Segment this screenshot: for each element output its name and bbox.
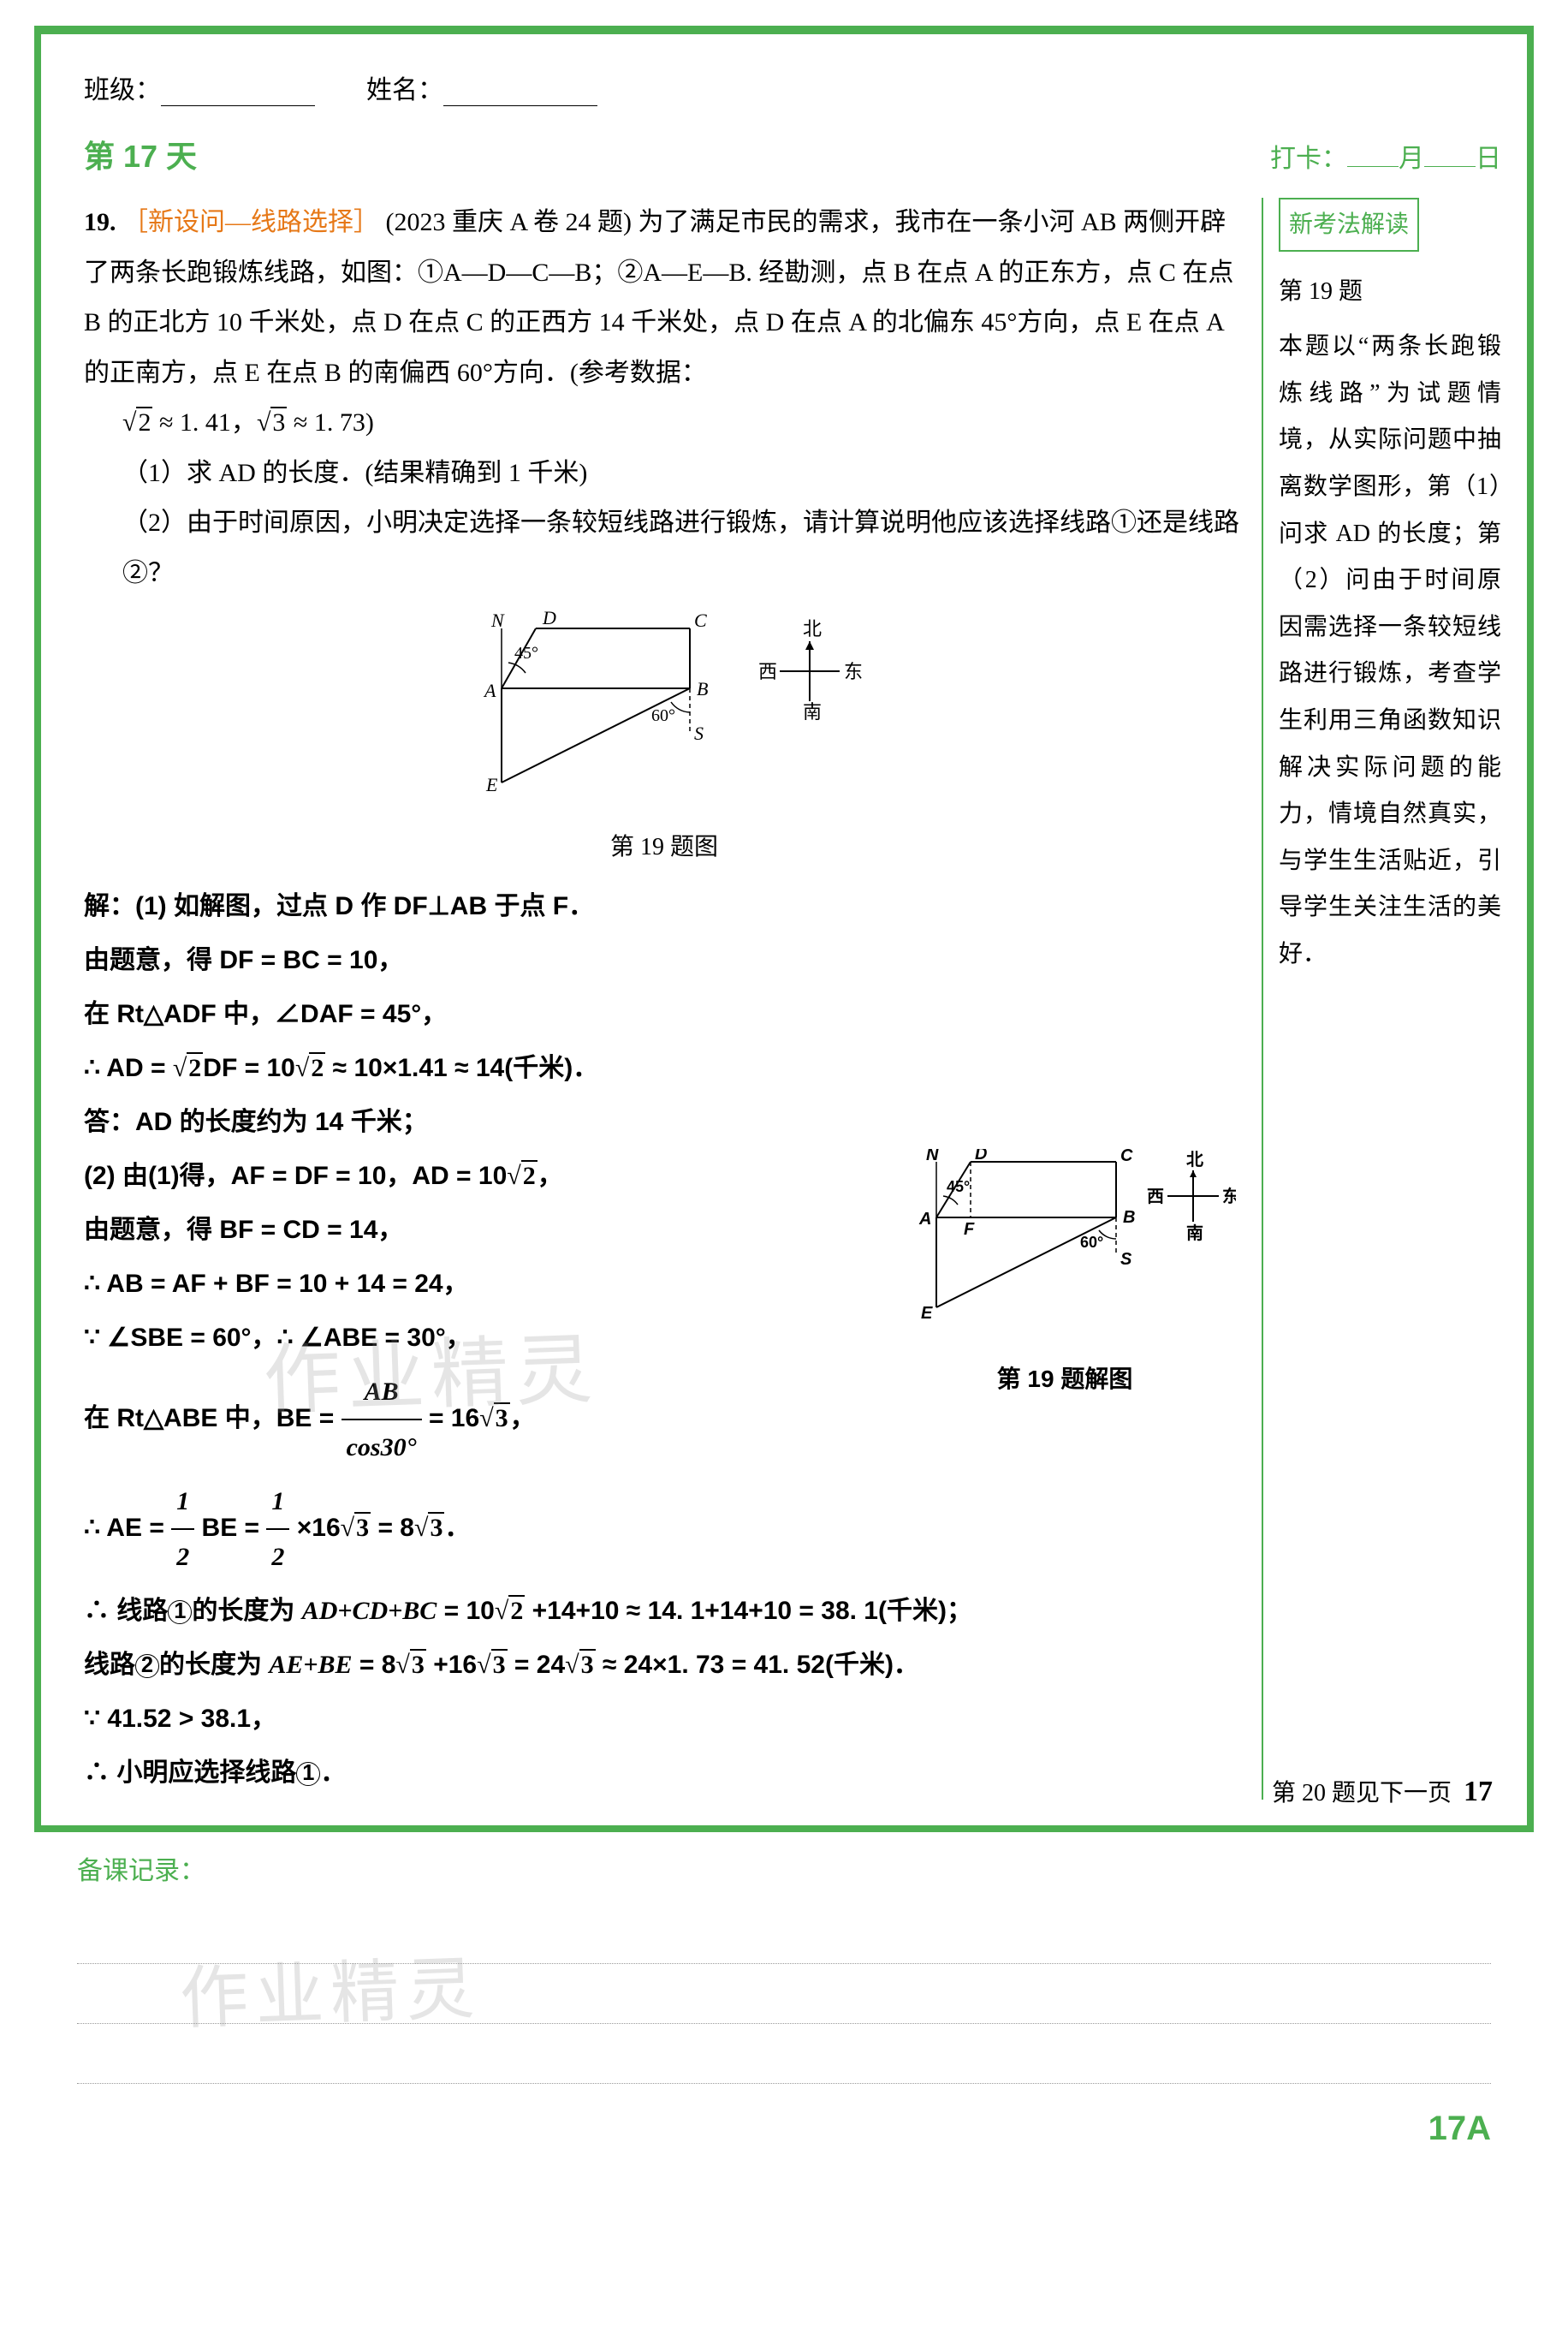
sol-l11: ∴ 线路1的长度为 AD+CD+BC = 10√2 +14+10 ≈ 14. 1… xyxy=(84,1584,1244,1638)
page-foot: 第 20 题见下一页 17 xyxy=(1272,1774,1493,1808)
sol-l12: 线路2的长度为 AE+BE = 8√3 +16√3 = 24√3 ≈ 24×1.… xyxy=(84,1638,1244,1692)
svg-text:C: C xyxy=(1120,1149,1133,1165)
sol-l7: ∴ AB = AF + BF = 10 + 14 = 24， xyxy=(84,1257,859,1311)
sidebar-qnum: 第 19 题 xyxy=(1279,269,1501,316)
svg-text:北: 北 xyxy=(803,618,822,640)
day-row: 第 17 天 打卡：月日 xyxy=(84,132,1501,176)
solution-two-col: (2) 由(1)得，AF = DF = 10，AD = 10√2， 由题意，得 … xyxy=(84,1149,1244,1474)
svg-text:D: D xyxy=(542,611,556,628)
svg-text:北: 北 xyxy=(1186,1150,1203,1170)
figure-main-caption: 第 19 题图 xyxy=(84,824,1244,872)
svg-text:东: 东 xyxy=(1222,1186,1236,1206)
figure-solution: N D C A B F E S 45° 60° xyxy=(885,1149,1244,1405)
svg-text:45°: 45° xyxy=(947,1178,970,1195)
day-title: 第 17 天 xyxy=(84,132,197,176)
diagram-solution: N D C A B F E S 45° 60° xyxy=(894,1149,1236,1329)
sol-l5: (2) 由(1)得，AF = DF = 10，AD = 10√2， xyxy=(84,1149,859,1203)
svg-text:S: S xyxy=(1120,1250,1132,1269)
sol-l9: 在 Rt△ABE 中，BE = ABcos30° = 16√3， xyxy=(84,1365,859,1474)
note-line-2[interactable]: 作业精灵 xyxy=(77,1964,1491,2024)
question-part2: （2）由于时间原因，小明决定选择一条较短线路进行锻炼，请计算说明他应该选择线路①… xyxy=(84,498,1244,598)
name-label: 姓名： xyxy=(366,68,597,106)
svg-text:N: N xyxy=(926,1149,939,1164)
day-blank[interactable] xyxy=(1424,141,1476,167)
sidebar-body: 本题以“两条长跑锻炼线路”为试题情境，从实际问题中抽离数学图形，第（1）问求 A… xyxy=(1279,324,1501,978)
svg-text:E: E xyxy=(485,774,498,795)
page-frame: 班级： 姓名： 第 17 天 打卡：月日 19. ［新设问—线路选择］ (202… xyxy=(34,26,1534,1832)
sol-l8: ∵ ∠SBE = 60°，∴ ∠ABE = 30°， xyxy=(84,1311,859,1365)
svg-text:东: 东 xyxy=(844,661,863,682)
month-blank[interactable] xyxy=(1347,141,1399,167)
content-row: 19. ［新设问—线路选择］ (2023 重庆 A 卷 24 题) 为了满足市民… xyxy=(84,198,1501,1800)
page-number-outside: 17A xyxy=(0,2110,1491,2148)
figure-main: N D C A B E S 45° 60° 北 西 xyxy=(84,611,1244,871)
svg-text:南: 南 xyxy=(1186,1223,1203,1243)
ref-data: √2 ≈ 1. 41，√3 ≈ 1. 73) xyxy=(84,398,1244,449)
sol-l2: 在 Rt△ADF 中，∠DAF = 45°， xyxy=(84,987,1244,1041)
sol-l3: ∴ AD = √2DF = 10√2 ≈ 10×1.41 ≈ 14(千米)． xyxy=(84,1041,1244,1095)
note-line-1[interactable] xyxy=(77,1904,1491,1964)
svg-text:60°: 60° xyxy=(1080,1234,1103,1251)
diagram-main: N D C A B E S 45° 60° 北 西 xyxy=(442,611,887,800)
figure-sol-caption: 第 19 题解图 xyxy=(885,1354,1244,1405)
question-tag: ［新设问—线路选择］ xyxy=(122,208,379,236)
sol-l13: ∵ 41.52 > 38.1， xyxy=(84,1692,1244,1746)
svg-text:西: 西 xyxy=(758,661,777,682)
svg-text:B: B xyxy=(1123,1208,1135,1227)
svg-text:西: 西 xyxy=(1147,1187,1164,1206)
svg-text:南: 南 xyxy=(803,701,822,723)
svg-text:45°: 45° xyxy=(514,644,538,663)
sol-l4: 答：AD 的长度约为 14 千米； xyxy=(84,1095,1244,1149)
main-column: 19. ［新设问—线路选择］ (2023 重庆 A 卷 24 题) 为了满足市民… xyxy=(84,198,1244,1800)
question-part1: （1）求 AD 的长度．(结果精确到 1 千米) xyxy=(84,449,1244,499)
note-line-3[interactable] xyxy=(77,2024,1491,2084)
sidebar-badge: 新考法解读 xyxy=(1279,198,1419,252)
svg-text:A: A xyxy=(918,1210,931,1229)
notes-section: 备课记录： 作业精灵 xyxy=(34,1849,1534,2084)
notes-title: 备课记录： xyxy=(77,1849,1491,1887)
svg-text:C: C xyxy=(694,611,707,631)
sol-l1: 由题意，得 DF = BC = 10， xyxy=(84,933,1244,987)
sol-l6: 由题意，得 BF = CD = 14， xyxy=(84,1203,859,1257)
class-label: 班级： xyxy=(84,68,315,106)
sol-intro: 解：(1) 如解图，过点 D 作 DF⊥AB 于点 F． xyxy=(84,879,1244,933)
header-row: 班级： 姓名： xyxy=(84,68,1501,106)
svg-text:D: D xyxy=(975,1149,987,1164)
question-body: 19. ［新设问—线路选择］ (2023 重庆 A 卷 24 题) 为了满足市民… xyxy=(84,198,1244,398)
checkin: 打卡：月日 xyxy=(1270,137,1501,175)
name-blank[interactable] xyxy=(443,75,597,106)
svg-text:E: E xyxy=(921,1304,933,1323)
svg-text:S: S xyxy=(694,723,704,744)
svg-text:F: F xyxy=(964,1220,975,1239)
svg-text:60°: 60° xyxy=(651,706,675,725)
svg-text:N: N xyxy=(490,611,505,631)
solution-block: 解：(1) 如解图，过点 D 作 DF⊥AB 于点 F． 由题意，得 DF = … xyxy=(84,879,1244,1800)
sol-l14: ∴ 小明应选择线路1． xyxy=(84,1746,1244,1800)
sidebar: 新考法解读 第 19 题 本题以“两条长跑锻炼线路”为试题情境，从实际问题中抽离… xyxy=(1262,198,1501,1800)
sol-l10: ∴ AE = 12 BE = 12 ×16√3 = 8√3． xyxy=(84,1474,1244,1584)
question-number: 19. xyxy=(84,208,116,236)
svg-text:B: B xyxy=(697,678,708,699)
svg-text:A: A xyxy=(483,680,496,701)
class-blank[interactable] xyxy=(161,75,315,106)
question-source: (2023 重庆 A 卷 24 题) xyxy=(386,208,633,236)
